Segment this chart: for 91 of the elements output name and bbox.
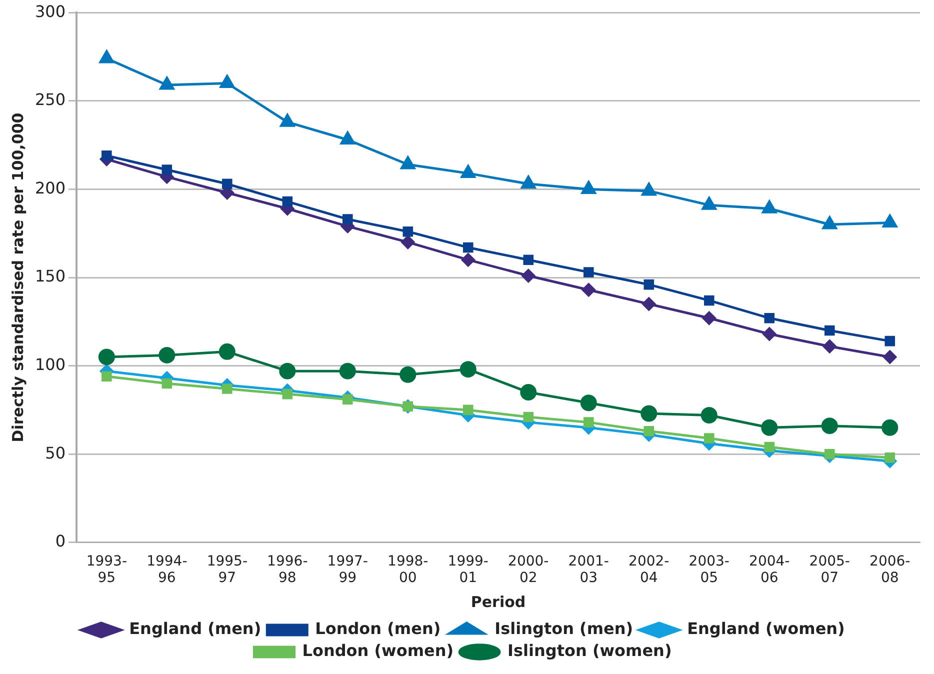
point [761, 419, 778, 436]
point [584, 417, 594, 428]
point [340, 132, 355, 144]
point [220, 74, 234, 88]
point [339, 362, 356, 380]
point [704, 433, 714, 444]
point [521, 176, 536, 189]
point [162, 378, 172, 389]
point [463, 404, 474, 416]
point [460, 361, 476, 378]
x-tick-label: 1993-95 [86, 553, 128, 586]
point [282, 388, 293, 400]
point [280, 114, 295, 127]
point [640, 405, 658, 422]
y-tick-label: 50 [45, 443, 66, 462]
x-tick-label: 2003-05 [688, 553, 730, 586]
x-tick-label: 2002-04 [628, 553, 670, 586]
point [162, 164, 172, 175]
point [644, 279, 654, 290]
point [402, 226, 414, 237]
point [222, 178, 232, 190]
point [821, 418, 838, 434]
point [584, 267, 594, 278]
point [704, 295, 714, 306]
point [222, 384, 232, 394]
x-tick-label: 2001-03 [568, 553, 609, 586]
x-tick-label: 1996-98 [267, 553, 308, 586]
x-tick-label: 2000-02 [508, 553, 549, 586]
point [522, 268, 536, 282]
point [822, 340, 836, 354]
point [762, 200, 777, 214]
point [158, 346, 176, 364]
point [282, 196, 293, 207]
point [884, 336, 896, 346]
y-tick-label: 100 [34, 354, 66, 374]
y-axis-title: Directly standardised rate per 100,000 [8, 112, 27, 442]
point [102, 150, 112, 161]
legend-label: Islington (women) [508, 641, 672, 660]
x-tick-label: 1995-97 [206, 553, 248, 586]
x-tick-label: 2006-08 [870, 553, 910, 586]
point [642, 297, 656, 311]
y-tick-label: 0 [55, 532, 66, 551]
point [463, 242, 474, 253]
point [461, 253, 475, 267]
point [523, 254, 534, 265]
point [342, 214, 353, 224]
y-tick-label: 300 [34, 2, 66, 21]
point [102, 371, 112, 382]
point [279, 362, 296, 380]
point [764, 442, 775, 452]
point [642, 182, 656, 196]
legend-label: England (men) [129, 619, 262, 638]
point [822, 216, 837, 230]
x-tick-label: 1997-99 [327, 553, 368, 586]
x-tick-label: 1994-96 [146, 553, 188, 586]
point [700, 407, 718, 424]
point [702, 196, 716, 210]
point [400, 156, 416, 170]
point [520, 384, 537, 401]
point [99, 50, 114, 64]
legend-label: Islington (men) [494, 619, 634, 638]
point [882, 419, 898, 436]
legend-label: England (women) [687, 619, 845, 638]
point [523, 412, 534, 422]
point [160, 76, 174, 90]
point [582, 283, 596, 297]
y-tick-label: 250 [34, 90, 66, 110]
point [218, 343, 236, 360]
x-tick-label: 1998-00 [388, 553, 428, 586]
legend-label: London (men) [315, 619, 441, 638]
point [764, 312, 775, 324]
point [400, 366, 416, 383]
point [702, 311, 716, 325]
point [882, 214, 898, 228]
legend-label: London (women) [302, 641, 454, 660]
point [98, 348, 115, 366]
point [824, 325, 835, 336]
y-tick-label: 200 [34, 178, 66, 198]
x-tick-label: 2005-07 [809, 553, 850, 586]
x-tick-label: 1999-01 [448, 553, 488, 586]
point [581, 180, 596, 194]
y-tick-label: 150 [34, 266, 66, 286]
x-axis-title: Period [470, 592, 526, 611]
point [401, 235, 415, 249]
point [884, 452, 896, 463]
point [460, 165, 476, 178]
x-tick-label: 2004-06 [749, 553, 790, 586]
point [580, 394, 597, 412]
point [883, 350, 897, 364]
point [644, 426, 654, 436]
point [762, 327, 776, 341]
